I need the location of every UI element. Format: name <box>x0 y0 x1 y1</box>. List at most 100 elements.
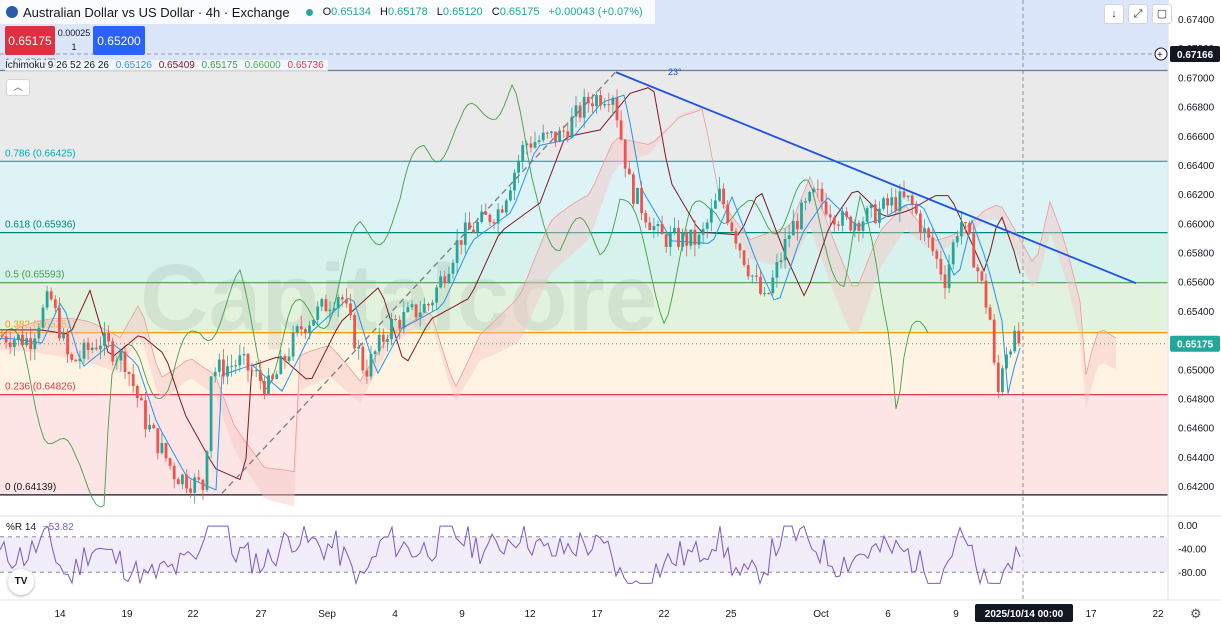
candle-body <box>201 479 205 490</box>
candle-body <box>697 234 701 245</box>
candle-body <box>402 311 406 329</box>
candle-body <box>541 132 545 141</box>
screenshot-icon[interactable]: ▢ <box>1152 4 1172 24</box>
candle-body <box>660 224 664 235</box>
candle-body <box>939 258 943 275</box>
crosshair-plus-glyph: + <box>1157 50 1163 61</box>
buy-button[interactable]: 0.65200 <box>93 26 145 55</box>
gear-icon[interactable]: ⚙ <box>1190 606 1202 621</box>
candle-body <box>217 359 221 372</box>
fib-label-4: 0.382 (0.65251) <box>5 320 76 331</box>
candle-body <box>996 362 1000 392</box>
candle-body <box>779 260 783 263</box>
candle-body <box>86 342 90 351</box>
candle-body <box>111 341 115 362</box>
candle-body <box>603 104 607 106</box>
candle-body <box>82 342 86 359</box>
aud-usd-flag-icon <box>6 6 18 18</box>
fib-zone-4 <box>0 332 1168 395</box>
candle-body <box>988 307 992 320</box>
candle-body <box>689 229 693 246</box>
fullscreen-icon[interactable]: ⤢ <box>1128 4 1148 24</box>
tradingview-logo-icon[interactable]: TV <box>8 569 34 595</box>
candle-body <box>213 371 217 377</box>
candle-body <box>529 143 533 148</box>
candle-body <box>492 222 496 224</box>
trendline-descending <box>615 71 1137 284</box>
candle-body <box>435 287 438 303</box>
candle-body <box>894 197 898 211</box>
ichimoku-spanB-value: 0.65736 <box>287 60 324 71</box>
chart-header: Australian Dollar vs US Dollar · 4h · Ex… <box>0 0 655 24</box>
candle-body <box>566 131 570 138</box>
candle-body <box>734 231 738 244</box>
price-tick-label: 0.64800 <box>1178 394 1215 405</box>
ichimoku-tenkan-value: 0.65126 <box>115 60 152 71</box>
last-price-tag <box>1170 335 1220 352</box>
candle-body <box>340 297 344 300</box>
spread-value: 0.00025 <box>57 28 91 38</box>
candle-body <box>636 187 639 204</box>
candle-body <box>332 308 336 310</box>
ichimoku-chikou-line <box>0 83 929 508</box>
candle-body <box>722 188 725 205</box>
candle-body <box>787 235 791 240</box>
symbol-title[interactable]: Australian Dollar vs US Dollar · 4h · Ex… <box>23 4 290 20</box>
candle-body <box>279 355 283 375</box>
price-tick-label: 0.66200 <box>1178 190 1215 201</box>
candle-body <box>558 130 561 142</box>
candle-body <box>578 105 582 118</box>
candle-body <box>496 209 500 224</box>
price-tick-label: 0.65000 <box>1178 365 1215 376</box>
candle-body <box>455 240 459 263</box>
ichimoku-legend[interactable]: Ichimoku 9 26 52 26 26 0.65126 0.65409 0… <box>5 60 328 71</box>
price-tick-label: 0.65800 <box>1178 249 1215 260</box>
candle-body <box>349 303 352 316</box>
price-tick-label: 0.64200 <box>1178 482 1215 493</box>
fib-label-1: 0.786 (0.66425) <box>5 148 76 159</box>
candle-body <box>832 217 836 225</box>
candle-body <box>664 234 668 247</box>
candle-body <box>222 359 225 377</box>
candle-body <box>295 326 299 333</box>
candle-body <box>869 204 873 209</box>
ichimoku-kijun-value: 0.65409 <box>158 60 195 71</box>
candle-body <box>345 299 348 304</box>
candle-body <box>361 346 365 371</box>
price-tick-label: 0.65600 <box>1178 278 1215 289</box>
candle-body <box>849 216 853 231</box>
time-tick-label: 22 <box>1152 609 1164 620</box>
candle-body <box>369 354 373 377</box>
williams-r-legend[interactable]: %R 14 −53.82 <box>6 522 74 533</box>
candle-body <box>365 370 369 377</box>
candle-body <box>586 96 590 104</box>
candle-body <box>12 339 16 348</box>
candle-body <box>103 332 106 346</box>
candle-body <box>414 304 418 318</box>
ohlc-readout: O0.65134 H0.65178 L0.65120 C0.65175 +0.0… <box>322 6 643 18</box>
price-tick-label: 0.64400 <box>1178 453 1215 464</box>
candle-body <box>668 232 672 247</box>
price-tick-label: 0.64600 <box>1178 424 1215 435</box>
spread-readout: 0.00025 1 <box>57 26 91 55</box>
ichimoku-kijun-line <box>0 87 1021 481</box>
sell-button[interactable]: 0.65175 <box>5 26 55 55</box>
candle-body <box>25 338 28 346</box>
cursor-price-tag <box>1170 46 1220 62</box>
candle-body <box>160 443 164 454</box>
candle-body <box>246 353 250 371</box>
candle-body <box>62 333 65 339</box>
candle-body <box>230 365 233 367</box>
candle-body <box>865 208 869 222</box>
candle-body <box>168 458 172 466</box>
candle-body <box>500 209 504 213</box>
candle-body <box>935 251 939 259</box>
time-tick-label: 22 <box>658 609 670 620</box>
trend-rise-dashed <box>221 71 617 494</box>
arrow-down-icon[interactable]: ↓ <box>1104 4 1124 24</box>
collapse-legend-button[interactable]: ︿ <box>6 79 30 96</box>
candle-body <box>238 355 242 366</box>
candle-body <box>615 97 619 121</box>
time-tick-label: 9 <box>459 609 465 620</box>
